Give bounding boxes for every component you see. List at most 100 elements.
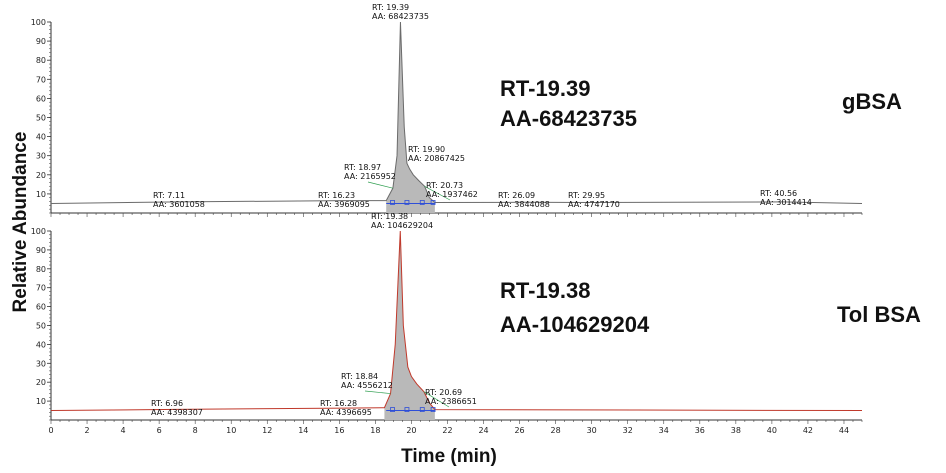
peak-aa-label: AA: 4398307 [151,408,203,417]
peak-area-fill [386,22,435,213]
peak-aa-label: AA: 1937462 [426,190,478,199]
integration-marker [430,407,436,412]
peak-rt-label: RT: 6.96 [151,399,183,408]
peak-aa-label: AA: 3601058 [153,200,205,209]
peak-rt-label: RT: 20.73 [426,181,463,190]
annotation-leader-line [367,181,393,189]
summary-aa: AA-68423735 [500,106,637,131]
x-tick-label: 40 [767,426,777,435]
integration-marker [419,407,425,412]
x-tick-label: 18 [370,426,380,435]
trace-line [50,21,863,204]
annotation-leader-line [423,391,450,408]
sample-label: gBSA [842,89,902,114]
peak-aa-label: AA: 3844088 [498,200,550,209]
summary-aa: AA-104629204 [500,312,650,337]
y-tick-label: 20 [36,171,46,180]
x-tick-label: 10 [226,426,236,435]
annotation-leader-line [424,185,451,201]
y-tick-label: 90 [36,37,46,46]
y-tick-label: 10 [36,190,46,199]
peak-aa-label: AA: 3014414 [760,198,812,207]
x-tick-label: 42 [803,426,813,435]
peak-area-fill [384,231,435,420]
x-tick-label: 8 [193,426,198,435]
x-tick-label: 30 [587,426,597,435]
x-tick-label: 22 [442,426,452,435]
y-tick-label: 10 [36,397,46,406]
peak-aa-label: AA: 68423735 [372,12,429,21]
peak-aa-label: AA: 2165952 [344,172,396,181]
y-tick-label: 80 [36,56,46,65]
x-tick-label: 34 [659,426,669,435]
peak-rt-label: RT: 16.28 [320,399,357,408]
x-tick-label: 4 [121,426,126,435]
peak-rt-label: RT: 18.84 [341,372,378,381]
x-tick-label: 38 [731,426,741,435]
peak-aa-label: AA: 4747170 [568,200,620,209]
x-tick-label: 44 [839,426,849,435]
sample-label: Tol BSA [837,302,921,327]
trace-line [50,230,863,412]
peak-rt-label: RT: 16.23 [318,191,355,200]
y-tick-label: 30 [36,152,46,161]
y-axis-label: Relative Abundance [10,132,31,313]
peak-aa-label: AA: 4396695 [320,408,372,417]
peak-rt-label: RT: 20.69 [425,388,462,397]
y-tick-label: 40 [36,340,46,349]
peak-aa-label: AA: 2386651 [425,397,477,406]
y-tick-label: 30 [36,359,46,368]
summary-rt: RT-19.38 [500,278,591,303]
peak-rt-label: RT: 18.97 [344,163,381,172]
y-tick-label: 70 [36,284,46,293]
x-tick-label: 36 [695,426,705,435]
x-tick-label: 32 [623,426,633,435]
summary-rt: RT-19.39 [500,76,591,101]
x-tick-label: 28 [551,426,561,435]
x-tick-label: 20 [406,426,416,435]
peak-rt-label: RT: 40.56 [760,189,797,198]
y-tick-label: 70 [36,75,46,84]
peak-aa-label: AA: 3969095 [318,200,370,209]
peak-rt-label: RT: 7.11 [153,191,185,200]
y-tick-label: 100 [31,18,46,27]
x-axis-label: Time (min) [401,446,497,467]
peak-aa-label: AA: 4556212 [341,381,393,390]
y-tick-label: 60 [36,94,46,103]
y-tick-label: 20 [36,378,46,387]
annotation-leader-line [364,390,391,394]
x-tick-label: 16 [334,426,344,435]
integration-marker [419,200,425,205]
peak-rt-label: RT: 19.39 [372,3,409,12]
peak-aa-label: AA: 20867425 [408,154,465,163]
y-tick-label: 50 [36,114,46,123]
x-tick-label: 24 [478,426,488,435]
peak-rt-label: RT: 26.09 [498,191,535,200]
integration-marker [404,407,410,412]
x-tick-label: 14 [298,426,308,435]
peak-rt-label: RT: 19.90 [408,145,445,154]
integration-marker [390,407,395,412]
peak-rt-label: RT: 29.95 [568,191,605,200]
x-tick-label: 2 [84,426,89,435]
y-tick-label: 60 [36,303,46,312]
integration-marker [390,200,395,205]
y-tick-label: 100 [31,227,46,236]
